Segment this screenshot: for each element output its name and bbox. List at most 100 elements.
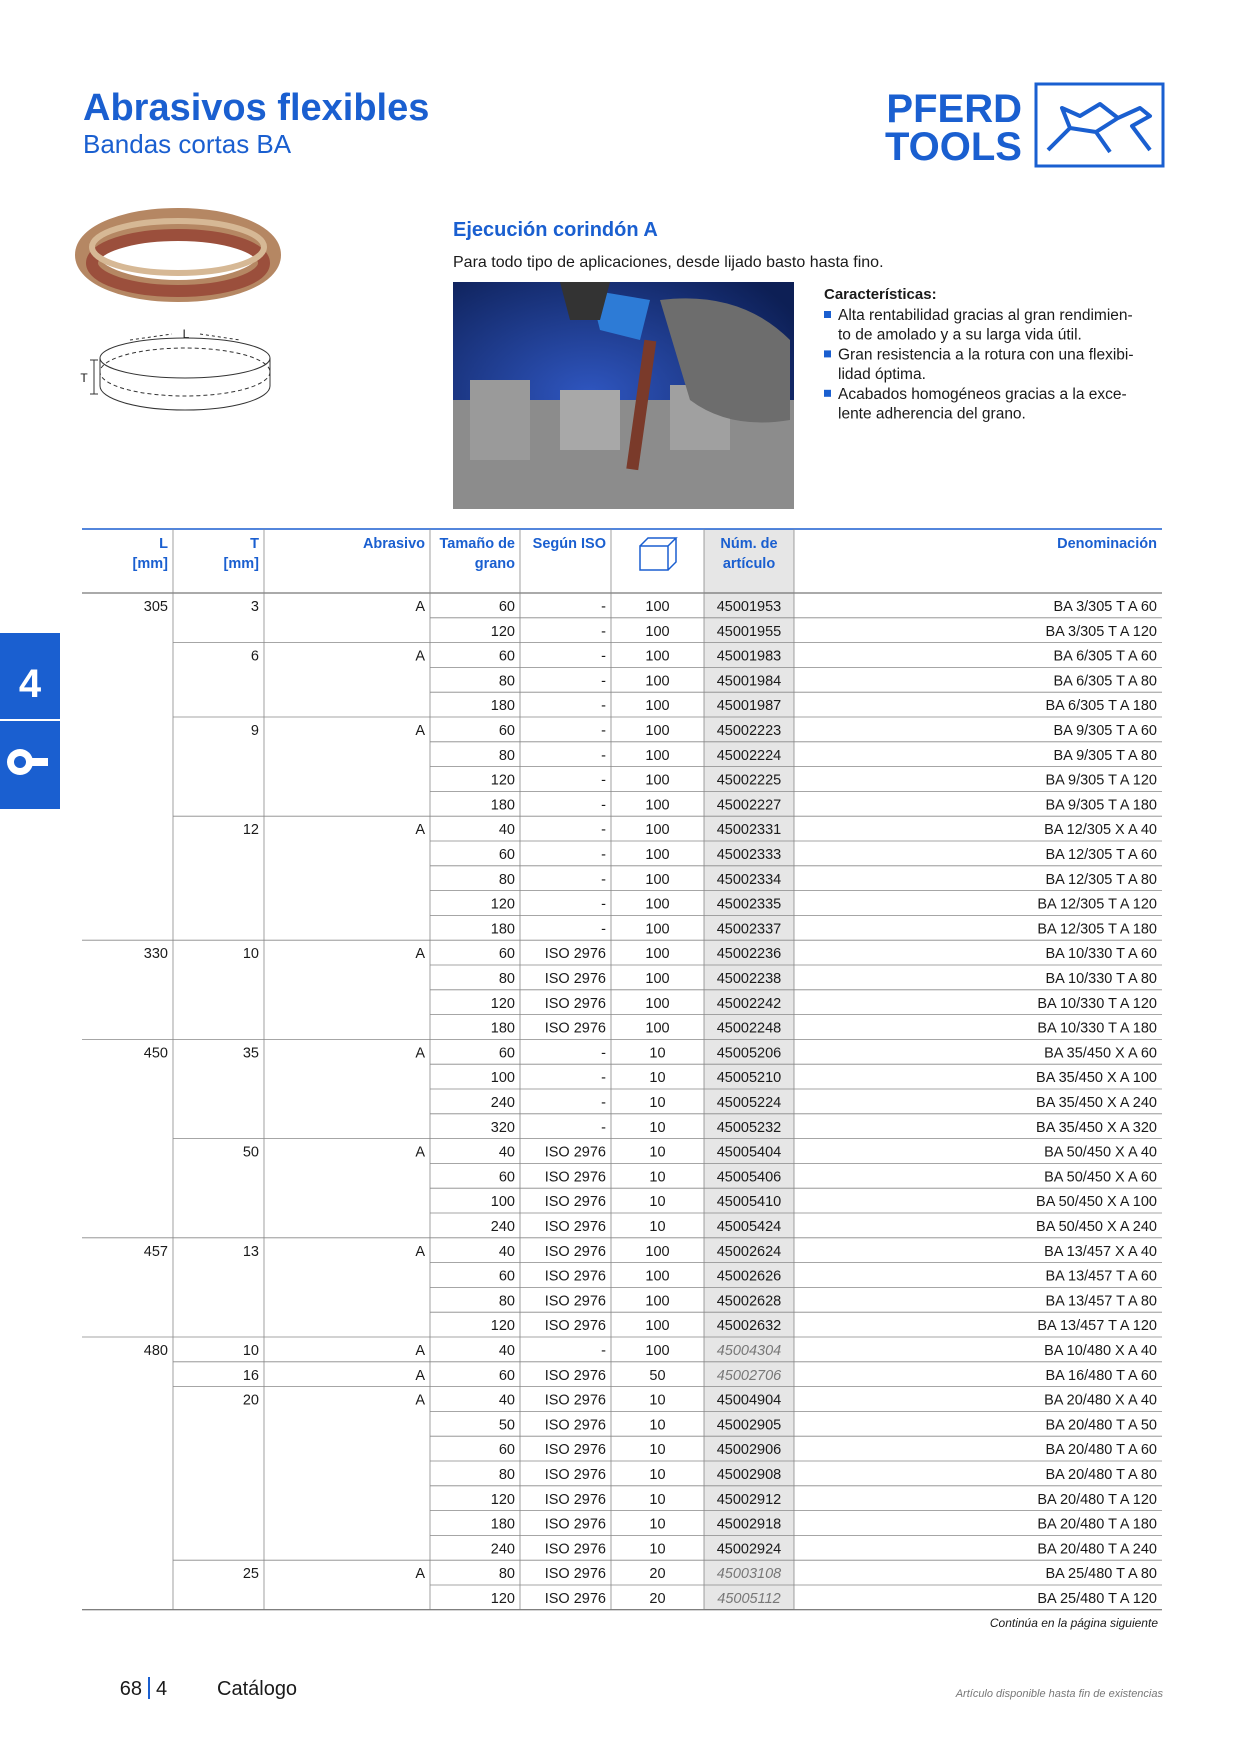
table-cell: 50: [499, 1417, 515, 1433]
table-cell: 320: [491, 1120, 515, 1136]
table-cell: BA 10/330 T A 60: [1045, 946, 1157, 962]
table-cell: 80: [499, 673, 515, 689]
table-cell: 45002624: [717, 1244, 782, 1260]
table-cell: BA 20/480 T A 180: [1037, 1517, 1157, 1533]
table-cell: -: [601, 847, 606, 863]
table-cell: 45002242: [717, 996, 782, 1012]
table-cell: 100: [645, 897, 669, 913]
table-cell: BA 16/480 T A 60: [1045, 1368, 1157, 1384]
table-cell: 10: [243, 1343, 259, 1359]
table-cell: BA 6/305 T A 80: [1054, 673, 1157, 689]
table-cell: 100: [645, 1269, 669, 1285]
table-cell: ISO 2976: [545, 1244, 606, 1260]
table-cell: 100: [645, 921, 669, 937]
table-cell: 45002632: [717, 1318, 782, 1334]
table-cell: 45002224: [717, 748, 782, 764]
table-cell: BA 13/457 T A 60: [1045, 1269, 1157, 1285]
table-cell: ISO 2976: [545, 1293, 606, 1309]
table-cell: -: [601, 1070, 606, 1086]
table-cell: 45002337: [717, 921, 782, 937]
table-cell: BA 3/305 T A 60: [1054, 599, 1157, 615]
table-cell: A: [415, 1045, 425, 1061]
table-cell: 100: [645, 624, 669, 640]
table-cell: BA 50/450 X A 60: [1044, 1169, 1157, 1185]
table-cell: 10: [649, 1541, 665, 1557]
table-cell: 240: [491, 1095, 515, 1111]
table-cell: 10: [649, 1120, 665, 1136]
table-cell: 20: [649, 1566, 665, 1582]
table-cell: 80: [499, 971, 515, 987]
table-cell: BA 50/450 X A 240: [1036, 1219, 1157, 1235]
table-cell: 60: [499, 599, 515, 615]
table-cell: ISO 2976: [545, 1467, 606, 1483]
table-cell: 45002223: [717, 723, 782, 739]
table-cell: ISO 2976: [545, 1219, 606, 1235]
table-cell: BA 10/330 T A 120: [1037, 996, 1157, 1012]
footer-label: Catálogo: [217, 1678, 297, 1700]
table-cell: 16: [243, 1368, 259, 1384]
table-cell: 100: [645, 872, 669, 888]
table-cell: 80: [499, 1566, 515, 1582]
table-cell: -: [601, 822, 606, 838]
table-cell: BA 9/305 T A 60: [1054, 723, 1157, 739]
table-cell: BA 9/305 T A 120: [1045, 773, 1157, 789]
table-cell: 10: [649, 1169, 665, 1185]
table-cell: 6: [251, 649, 259, 665]
table-cell: ISO 2976: [545, 1368, 606, 1384]
table-cell: 45002225: [717, 773, 782, 789]
table-cell: 180: [491, 921, 515, 937]
table-cell: ISO 2976: [545, 1541, 606, 1557]
footer-note: Artículo disponible hasta fin de existen…: [955, 1688, 1164, 1700]
table-cell: 60: [499, 946, 515, 962]
table-cell: -: [601, 698, 606, 714]
table-cell: ISO 2976: [545, 1393, 606, 1409]
table-cell: 80: [499, 1467, 515, 1483]
table-cell: 60: [499, 649, 515, 665]
table-cell: 100: [645, 698, 669, 714]
table-cell: A: [415, 599, 425, 615]
table-cell: 100: [491, 1070, 515, 1086]
page-subtitle: Bandas cortas BA: [83, 129, 292, 159]
thickness-label: T: [80, 371, 88, 385]
logo-text: PFERD: [886, 87, 1022, 131]
table-cell: 100: [645, 723, 669, 739]
table-cell: 120: [491, 1492, 515, 1508]
table-cell: 45002918: [717, 1517, 782, 1533]
table-cell: BA 35/450 X A 60: [1044, 1045, 1157, 1061]
table-cell: 305: [144, 599, 168, 615]
table-cell: -: [601, 1095, 606, 1111]
table-cell: 180: [491, 1517, 515, 1533]
table-cell: 45005424: [717, 1219, 782, 1235]
table-cell: BA 13/457 X A 40: [1044, 1244, 1157, 1260]
table-cell: BA 10/330 T A 80: [1045, 971, 1157, 987]
table-cell: 45002628: [717, 1293, 782, 1309]
table-cell: 100: [645, 748, 669, 764]
table-cell: 40: [499, 822, 515, 838]
table-cell: 45001953: [717, 599, 782, 615]
bullet: [824, 350, 831, 358]
features-heading: Características:: [824, 286, 937, 303]
table-cell: BA 35/450 X A 100: [1036, 1070, 1157, 1086]
table-cell: 45002333: [717, 847, 782, 863]
table-cell: -: [601, 872, 606, 888]
table-cell: BA 25/480 T A 120: [1037, 1591, 1157, 1607]
belt-image: [75, 208, 281, 302]
table-cell: 100: [645, 773, 669, 789]
table-cell: 45005410: [717, 1194, 782, 1210]
table-cell: 45002227: [717, 797, 782, 813]
table-cell: BA 12/305 T A 60: [1045, 847, 1157, 863]
table-cell: A: [415, 1566, 425, 1582]
table-cell: 10: [649, 1145, 665, 1161]
table-cell: BA 12/305 T A 80: [1045, 872, 1157, 888]
table-cell: BA 10/480 X A 40: [1044, 1343, 1157, 1359]
table-cell: 25: [243, 1566, 259, 1582]
table-cell: 20: [649, 1591, 665, 1607]
table-cell: BA 6/305 T A 180: [1045, 698, 1157, 714]
column-header: Tamaño de: [440, 536, 515, 552]
table-cell: 80: [499, 872, 515, 888]
table-cell: 40: [499, 1145, 515, 1161]
table-cell: 10: [649, 1442, 665, 1458]
feature-text: Acabados homogéneos gracias a la exce-: [838, 386, 1127, 403]
table-cell: 45001987: [717, 698, 782, 714]
table-cell: 12: [243, 822, 259, 838]
